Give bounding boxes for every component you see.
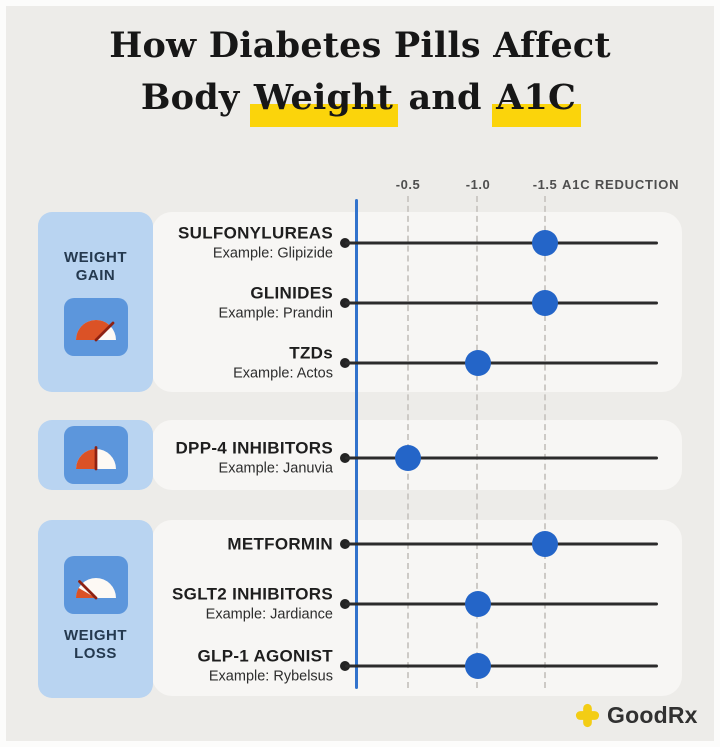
- title-highlight-weight: Weight: [249, 77, 399, 127]
- row-line: [345, 361, 658, 365]
- drug-example: Example: Januvia: [218, 460, 333, 477]
- drug-row-label: METFORMIN: [120, 534, 333, 555]
- goodrx-logo: GoodRx: [574, 700, 698, 730]
- weight-gain-label: WEIGHT GAIN: [64, 248, 127, 284]
- gridline-1-5: [544, 196, 546, 688]
- row-line: [345, 602, 658, 606]
- drug-row-label: GLP-1 AGONIST Example: Rybelsus: [120, 646, 333, 687]
- title-highlight-a1c: A1C: [492, 77, 582, 127]
- drug-row-label: SULFONYLUREAS Example: Glipizide: [120, 223, 333, 264]
- data-point-dot: [532, 230, 558, 256]
- row-line: [345, 542, 658, 546]
- drug-example: Example: Prandin: [218, 305, 333, 322]
- drug-example: Example: Glipizide: [212, 245, 333, 262]
- title-line-2: Body Weight and A1C: [0, 72, 720, 127]
- drug-example: Example: Rybelsus: [208, 668, 333, 685]
- weight-loss-label: WEIGHT LOSS: [64, 626, 127, 662]
- axis-title: A1C REDUCTION: [562, 177, 680, 192]
- drug-example: Example: Jardiance: [205, 606, 333, 623]
- data-point-dot: [532, 290, 558, 316]
- axis-tick-0-5: -0.5: [395, 177, 421, 192]
- drug-name: GLP-1 AGONIST: [197, 646, 333, 666]
- plus-icon: [575, 703, 600, 727]
- row-line: [345, 301, 658, 305]
- drug-row-label: GLINIDES Example: Prandin: [120, 283, 333, 324]
- gauge-needle-center-icon: [63, 426, 128, 484]
- weight-loss-badge: WEIGHT LOSS: [38, 520, 153, 698]
- drug-name: SGLT2 INHIBITORS: [172, 584, 333, 604]
- title-line-1: How Diabetes Pills Affect: [109, 25, 611, 66]
- drug-name: GLINIDES: [250, 283, 333, 303]
- page-title: How Diabetes Pills Affect Body Weight an…: [0, 20, 720, 127]
- axis-tick-1-0: -1.0: [465, 177, 491, 192]
- drug-example: Example: Actos: [233, 365, 333, 382]
- gridline-1-0: [476, 196, 478, 688]
- title-line2-mid: and: [408, 77, 482, 118]
- weight-neutral-badge: [38, 420, 153, 490]
- data-point-dot: [464, 350, 491, 376]
- gauge-needle-right-icon: [63, 297, 128, 356]
- axis-tick-1-5: -1.5: [532, 177, 558, 192]
- zero-axis-line: [355, 199, 358, 689]
- data-point-dot: [464, 591, 491, 617]
- gauge-needle-left-icon: [63, 555, 128, 614]
- data-point-dot: [395, 445, 421, 471]
- row-line: [345, 664, 658, 668]
- drug-row-label: DPP-4 INHIBITORS Example: Januvia: [120, 438, 333, 479]
- drug-row-label: TZDs Example: Actos: [120, 343, 333, 384]
- drug-name: METFORMIN: [227, 534, 333, 554]
- data-point-dot: [532, 531, 558, 557]
- weight-gain-badge: WEIGHT GAIN: [38, 212, 153, 392]
- gridline-0-5: [407, 196, 409, 688]
- title-line2-pre: Body: [140, 77, 240, 118]
- brand-name: GoodRx: [607, 701, 698, 728]
- drug-row-label: SGLT2 INHIBITORS Example: Jardiance: [120, 584, 333, 625]
- data-point-dot: [464, 653, 491, 679]
- row-line: [345, 456, 658, 460]
- drug-name: SULFONYLUREAS: [177, 223, 333, 243]
- drug-name: TZDs: [289, 343, 333, 363]
- row-line: [345, 241, 658, 245]
- drug-name: DPP-4 INHIBITORS: [175, 438, 333, 458]
